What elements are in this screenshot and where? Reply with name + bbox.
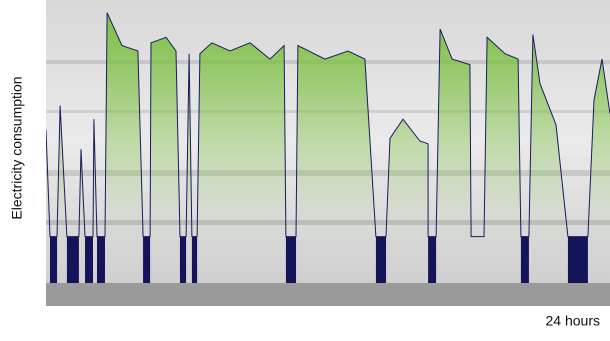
standby-block [96, 236, 105, 283]
x-axis-label: 24 hours [546, 313, 600, 329]
standby-block [179, 236, 187, 283]
standby-block [285, 236, 297, 283]
standby-block [85, 236, 93, 283]
plot [46, 12, 610, 283]
y-axis-label: Electricity consumption [9, 76, 25, 219]
consumption-line [46, 12, 610, 238]
standby-block [191, 236, 198, 283]
standby-block [567, 236, 588, 283]
standby-block [66, 236, 79, 283]
floor [46, 283, 610, 306]
standby-block [49, 236, 58, 283]
area-fill [46, 12, 610, 283]
standby-block [520, 236, 529, 283]
standby-block [375, 236, 387, 283]
standby-block [428, 236, 437, 283]
standby-block [143, 236, 151, 283]
